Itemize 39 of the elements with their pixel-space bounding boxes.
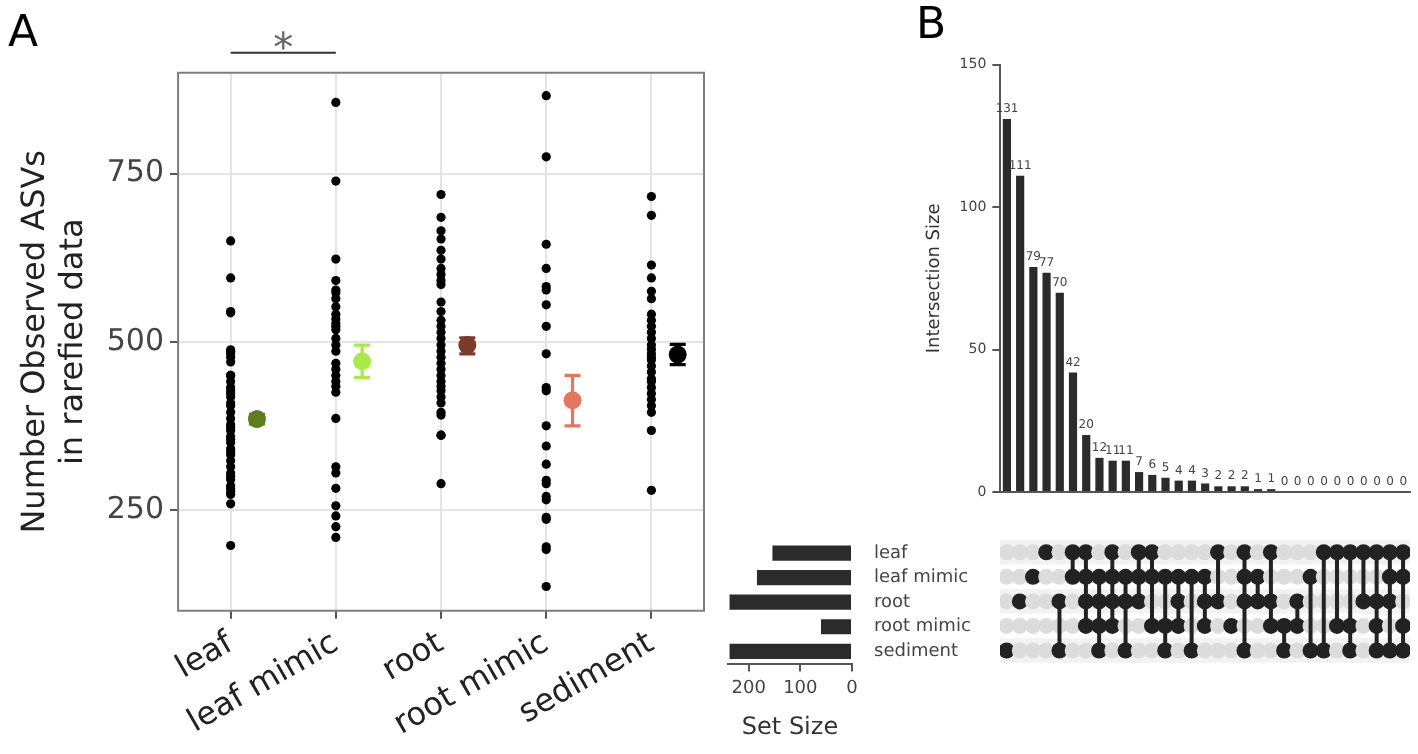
bar (729, 594, 851, 610)
y-tick-label: 500 (106, 321, 165, 358)
bar (1161, 477, 1170, 491)
bar (1201, 483, 1210, 491)
y-tick-label: leaf (874, 543, 910, 564)
y-tick-label: 250 (106, 489, 165, 526)
point (563, 391, 582, 410)
chart-title: A (8, 7, 39, 58)
bar (1002, 118, 1012, 491)
bar (1148, 474, 1157, 491)
bar (1187, 480, 1197, 491)
bar (1108, 460, 1117, 491)
bar (1042, 272, 1051, 491)
y-tick-label: 750 (106, 153, 165, 190)
chart-title: B (916, 0, 947, 50)
bar (1029, 267, 1038, 491)
bar (1082, 435, 1091, 491)
x-tick-label: 100 (783, 679, 819, 700)
bar (756, 570, 851, 586)
x-tick-label: 200 (731, 679, 767, 700)
x-axis-title: Set Size (741, 711, 839, 740)
y-axis-title: Intersection Size (925, 202, 946, 354)
bar (821, 619, 851, 635)
bar (1055, 292, 1064, 491)
bar (1016, 175, 1025, 491)
x-tick-label: root (374, 622, 450, 688)
point (353, 352, 372, 371)
bar (729, 643, 851, 659)
bar (1174, 480, 1183, 491)
bar (1068, 372, 1078, 491)
y-tick-label: leaf mimic (874, 568, 969, 589)
text: * (273, 22, 294, 71)
bar (1134, 472, 1144, 491)
x-tick-label: 0 (846, 679, 859, 700)
y-axis-title: Number Observed ASVs in rarefied data (13, 149, 90, 534)
bar (1121, 460, 1130, 491)
bar (1095, 457, 1104, 491)
y-tick-label: root (874, 592, 912, 613)
bar (772, 545, 851, 561)
